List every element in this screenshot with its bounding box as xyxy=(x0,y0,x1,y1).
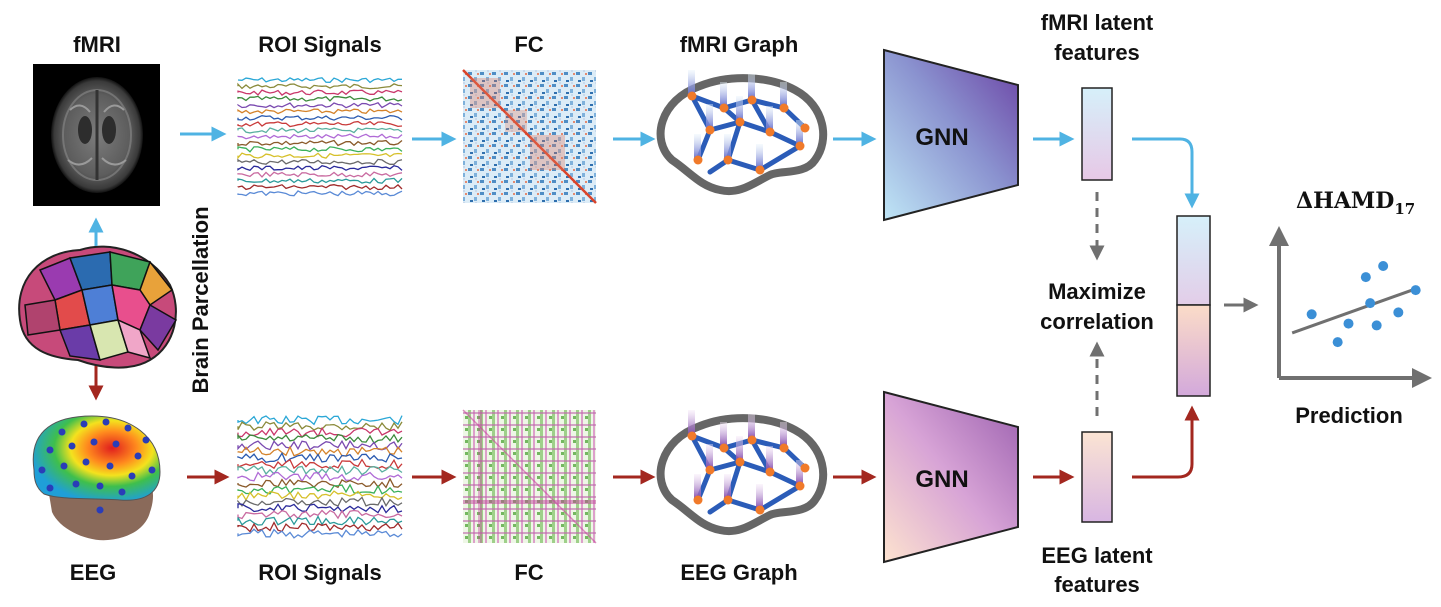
eeg-graph-label: EEG Graph xyxy=(680,560,797,585)
roi-signals-bottom-label: ROI Signals xyxy=(258,560,381,585)
parcellated-brain-image xyxy=(18,245,178,369)
delta-hamd-base: ΔHAMD xyxy=(1296,188,1394,214)
eeg-arrows xyxy=(88,366,1200,485)
roi-signal-trace xyxy=(237,515,403,526)
roi-signal-trace xyxy=(237,164,403,172)
concat-fmri-part xyxy=(1176,215,1211,306)
roi-signal-trace xyxy=(237,77,402,84)
eeg-electrodes xyxy=(38,418,156,514)
roi-signal-trace xyxy=(237,451,403,464)
maximize-correlation-line2: correlation xyxy=(1040,309,1154,334)
scatter-point xyxy=(1371,320,1382,331)
roi-signal-trace xyxy=(237,146,403,153)
roi-signals-top-label: ROI Signals xyxy=(258,32,381,57)
eeg-latent-bar xyxy=(1081,431,1113,523)
roi-signal-trace xyxy=(237,177,403,184)
fmri-latent-label-line2: features xyxy=(1054,40,1140,65)
roi-signal-trace xyxy=(237,152,403,160)
roi-signal-trace xyxy=(237,483,403,495)
eeg-latent-label-line1: EEG latent xyxy=(1041,543,1153,568)
eeg-label: EEG xyxy=(70,560,116,585)
roi-signal-trace xyxy=(237,433,403,445)
roi-signal-trace xyxy=(237,133,403,140)
roi-signal-trace xyxy=(237,89,403,96)
scatter-point xyxy=(1343,318,1354,329)
eeg-graph-brain xyxy=(656,410,828,536)
maximize-correlation-line1: Maximize xyxy=(1048,279,1146,304)
roi-signal-trace xyxy=(237,139,403,147)
roi-signal-trace xyxy=(237,184,403,191)
roi-signals-bottom-plot xyxy=(237,415,403,539)
correlation-arrows xyxy=(1089,192,1259,416)
roi-signal-trace xyxy=(237,115,403,121)
prediction-scatter-plot xyxy=(1269,226,1432,388)
fc-top-label: FC xyxy=(514,32,543,57)
delta-hamd-subscript: 17 xyxy=(1394,200,1415,218)
roi-signal-trace xyxy=(237,127,403,134)
eeg-head-image xyxy=(32,415,161,541)
roi-signal-trace xyxy=(237,82,403,90)
scatter-points xyxy=(1306,261,1421,348)
roi-signal-trace xyxy=(237,108,403,115)
gnn-bottom-label: GNN xyxy=(915,466,968,493)
roi-signal-trace xyxy=(237,158,403,166)
fmri-graph-label: fMRI Graph xyxy=(680,32,799,57)
roi-signal-trace xyxy=(237,496,403,507)
roi-signals-top-plot xyxy=(237,77,403,197)
eeg-latent-label-line2: features xyxy=(1054,572,1140,597)
prediction-label: Prediction xyxy=(1295,403,1403,428)
roi-signal-trace xyxy=(237,415,403,426)
roi-signal-trace xyxy=(237,471,403,483)
roi-signal-trace xyxy=(237,171,403,178)
scatter-point xyxy=(1410,285,1421,296)
roi-signal-trace xyxy=(237,477,403,489)
roi-signal-trace xyxy=(237,120,403,128)
roi-signal-trace xyxy=(237,528,403,539)
fmri-scan-image xyxy=(33,64,160,206)
roi-signal-trace xyxy=(237,439,403,451)
scatter-point xyxy=(1360,272,1371,283)
scatter-point xyxy=(1332,337,1343,348)
fmri-label: fMRI xyxy=(73,32,121,57)
regression-line xyxy=(1291,286,1420,335)
roi-signal-trace xyxy=(237,503,403,514)
scatter-point xyxy=(1365,298,1376,309)
brain-parcellation-label: Brain Parcellation xyxy=(188,206,213,393)
roi-signal-trace xyxy=(237,490,403,502)
fmri-arrows xyxy=(88,126,1200,246)
gnn-bottom-block xyxy=(883,390,1019,564)
fmri-latent-bar xyxy=(1081,87,1113,181)
roi-signal-trace xyxy=(237,445,403,457)
roi-signal-trace xyxy=(237,190,403,197)
roi-signal-trace xyxy=(237,421,403,432)
roi-signal-trace xyxy=(237,95,403,102)
roi-signal-trace xyxy=(237,102,403,109)
fmri-latent-label-line1: fMRI latent xyxy=(1041,10,1154,35)
fmri-graph-brain xyxy=(656,70,828,196)
fc-bottom-label: FC xyxy=(514,560,543,585)
concat-eeg-part xyxy=(1176,304,1211,397)
delta-hamd-label: ΔHAMD17 xyxy=(1296,188,1415,218)
fc-bottom-matrix xyxy=(462,409,597,544)
scatter-point xyxy=(1306,309,1317,320)
scatter-point xyxy=(1378,261,1389,271)
gnn-top-block xyxy=(883,48,1019,222)
scatter-point xyxy=(1393,307,1404,318)
fc-top-matrix xyxy=(462,69,597,204)
gnn-top-label: GNN xyxy=(915,124,968,151)
